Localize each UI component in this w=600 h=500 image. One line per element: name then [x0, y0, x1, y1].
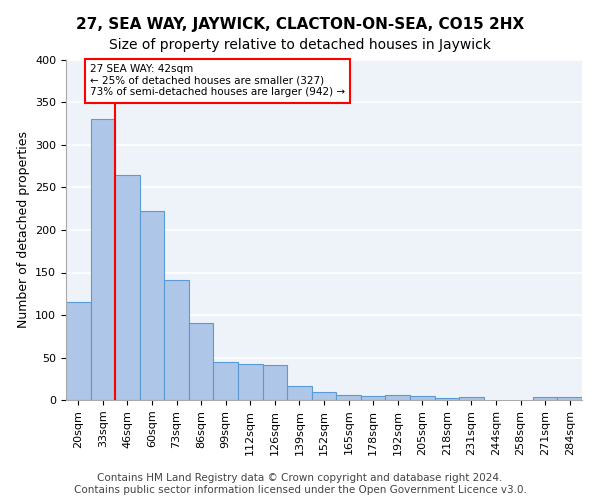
Bar: [238, 364, 263, 400]
Bar: [164, 280, 189, 400]
Bar: [91, 120, 115, 400]
Text: 27 SEA WAY: 42sqm
← 25% of detached houses are smaller (327)
73% of semi-detache: 27 SEA WAY: 42sqm ← 25% of detached hous…: [90, 64, 345, 98]
Bar: [459, 396, 484, 400]
Bar: [410, 396, 434, 400]
Bar: [533, 396, 557, 400]
Bar: [214, 362, 238, 400]
Bar: [312, 392, 336, 400]
Bar: [66, 302, 91, 400]
Bar: [115, 174, 140, 400]
Bar: [336, 395, 361, 400]
Bar: [287, 386, 312, 400]
Y-axis label: Number of detached properties: Number of detached properties: [17, 132, 29, 328]
Bar: [263, 365, 287, 400]
Text: Contains HM Land Registry data © Crown copyright and database right 2024.
Contai: Contains HM Land Registry data © Crown c…: [74, 474, 526, 495]
Bar: [189, 322, 214, 400]
Bar: [385, 395, 410, 400]
Text: Size of property relative to detached houses in Jaywick: Size of property relative to detached ho…: [109, 38, 491, 52]
Bar: [361, 396, 385, 400]
Bar: [434, 398, 459, 400]
Bar: [557, 396, 582, 400]
Text: 27, SEA WAY, JAYWICK, CLACTON-ON-SEA, CO15 2HX: 27, SEA WAY, JAYWICK, CLACTON-ON-SEA, CO…: [76, 18, 524, 32]
Bar: [140, 212, 164, 400]
